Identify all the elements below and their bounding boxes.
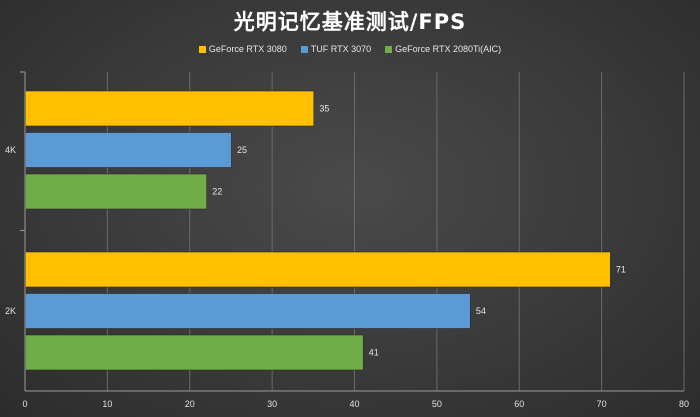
- legend-label: TUF RTX 3070: [310, 44, 372, 54]
- legend-label: GeForce RTX 2080Ti(AIC): [395, 44, 502, 54]
- x-tick-label: 60: [514, 399, 524, 409]
- legend-swatch: [300, 45, 308, 53]
- legend-swatch: [198, 45, 206, 53]
- data-label: 71: [616, 265, 626, 275]
- chart-title: 光明记忆基准测试/FPS: [233, 10, 467, 34]
- x-tick-label: 40: [349, 399, 359, 409]
- data-labels: 35 25 22 71 54 41: [212, 104, 626, 358]
- bar: [25, 251, 611, 288]
- legend: GeForce RTX 3080 TUF RTX 3070 GeForce RTX …: [0, 44, 700, 54]
- data-label: 25: [237, 145, 247, 155]
- x-tick-label: 30: [267, 399, 277, 409]
- bar: [25, 173, 208, 210]
- axes: 0 10 20 30 40 50 60 70 80 4K 2K: [5, 71, 689, 409]
- bar: [25, 334, 364, 371]
- category-label: 2K: [5, 306, 16, 316]
- bar: [25, 90, 315, 127]
- legend-item: GeForce RTX 2080Ti(AIC): [385, 44, 501, 54]
- legend-label: GeForce RTX 3080: [208, 44, 287, 54]
- legend-item: TUF RTX 3070: [300, 44, 372, 54]
- x-tick-label: 50: [432, 399, 442, 409]
- bars: [25, 90, 611, 371]
- legend-swatch: [385, 45, 393, 53]
- data-label: 41: [369, 348, 379, 358]
- x-tick-label: 0: [22, 399, 27, 409]
- x-tick-label: 10: [102, 399, 112, 409]
- x-tick-label: 20: [185, 399, 195, 409]
- legend-item: GeForce RTX 3080: [198, 44, 287, 54]
- bar: [25, 293, 471, 329]
- category-label: 4K: [5, 145, 16, 155]
- data-label: 35: [319, 104, 329, 114]
- data-label: 54: [476, 306, 486, 316]
- data-label: 22: [212, 187, 222, 197]
- x-tick-label: 70: [597, 399, 607, 409]
- x-tick-label: 80: [679, 399, 689, 409]
- bar: [25, 132, 232, 168]
